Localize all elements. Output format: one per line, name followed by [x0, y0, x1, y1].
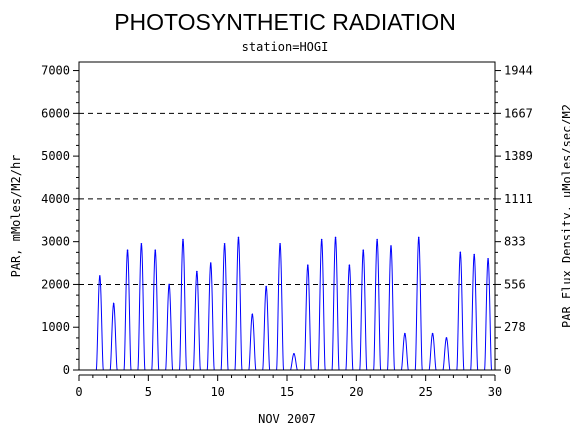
data-point — [445, 337, 448, 339]
y-tick-label-right: 1389 — [504, 149, 533, 163]
x-tick-label: 0 — [75, 385, 82, 399]
x-tick-label: 10 — [210, 385, 224, 399]
y-tick-label-right: 1111 — [504, 192, 533, 206]
y-axis-label-right: PAR Flux Density, uMoles/sec/M2 — [560, 104, 570, 328]
data-point — [417, 236, 420, 239]
data-point — [362, 249, 365, 252]
data-point — [390, 245, 392, 247]
y-tick-label-left: 2000 — [41, 277, 70, 291]
data-point — [487, 257, 489, 260]
y-tick-label-left: 4000 — [41, 192, 70, 206]
y-tick-label-left: 6000 — [41, 106, 70, 120]
series-line — [92, 237, 495, 371]
data-layer — [92, 236, 495, 371]
y-tick-label-left: 1000 — [41, 320, 70, 334]
data-point — [265, 285, 268, 288]
y-axis-right: 0 278 556 833 1111 1389 1667 1944 — [495, 64, 533, 377]
x-tick-label: 25 — [418, 385, 432, 399]
data-point — [251, 313, 254, 316]
data-point — [473, 253, 476, 256]
data-point — [140, 243, 143, 245]
data-point — [293, 352, 295, 355]
data-point — [182, 238, 184, 241]
y-tick-label-left: 5000 — [41, 149, 70, 163]
y-tick-label-right: 1667 — [504, 106, 533, 120]
data-point — [459, 251, 462, 254]
x-tick-label: 20 — [349, 385, 363, 399]
data-point — [376, 238, 378, 241]
data-point — [307, 264, 309, 266]
y-tick-label-right: 278 — [504, 320, 526, 334]
data-point — [279, 243, 281, 245]
data-point — [168, 283, 170, 286]
y-tick-label-right: 556 — [504, 277, 526, 291]
y-tick-label-left: 7000 — [41, 64, 70, 78]
data-point — [237, 236, 240, 239]
data-point — [112, 302, 115, 305]
data-point — [404, 332, 406, 335]
data-point — [154, 249, 157, 252]
data-point — [223, 243, 226, 245]
chart-subtitle: station=HOGI — [242, 40, 329, 54]
y-axis-left: 0 1000 2000 3000 4000 5000 6000 7000 — [41, 64, 79, 377]
data-point — [209, 262, 212, 264]
data-point — [99, 275, 101, 277]
reference-lines — [79, 112, 495, 285]
chart-title: PHOTOSYNTHETIC RADIATION — [114, 9, 456, 35]
x-tick-label: 30 — [488, 385, 502, 399]
data-point — [126, 249, 129, 252]
data-point — [320, 238, 323, 241]
x-tick-label: 5 — [145, 385, 152, 399]
plot-frame — [78, 61, 496, 371]
y-tick-label-left: 3000 — [41, 235, 70, 249]
x-axis: 0 5 10 15 20 25 30 — [75, 374, 502, 399]
y-tick-label-right: 833 — [504, 235, 526, 249]
y-tick-label-left: 0 — [63, 363, 70, 377]
y-tick-label-right: 0 — [504, 363, 511, 377]
data-point — [348, 264, 351, 266]
x-tick-label: 15 — [280, 385, 294, 399]
data-point — [196, 270, 198, 273]
data-point — [431, 332, 434, 335]
x-axis-label: NOV 2007 — [258, 412, 316, 426]
data-point — [334, 236, 337, 239]
y-axis-label-left: PAR, mMoles/M2/hr — [9, 155, 23, 278]
y-tick-label-right: 1944 — [504, 64, 533, 78]
